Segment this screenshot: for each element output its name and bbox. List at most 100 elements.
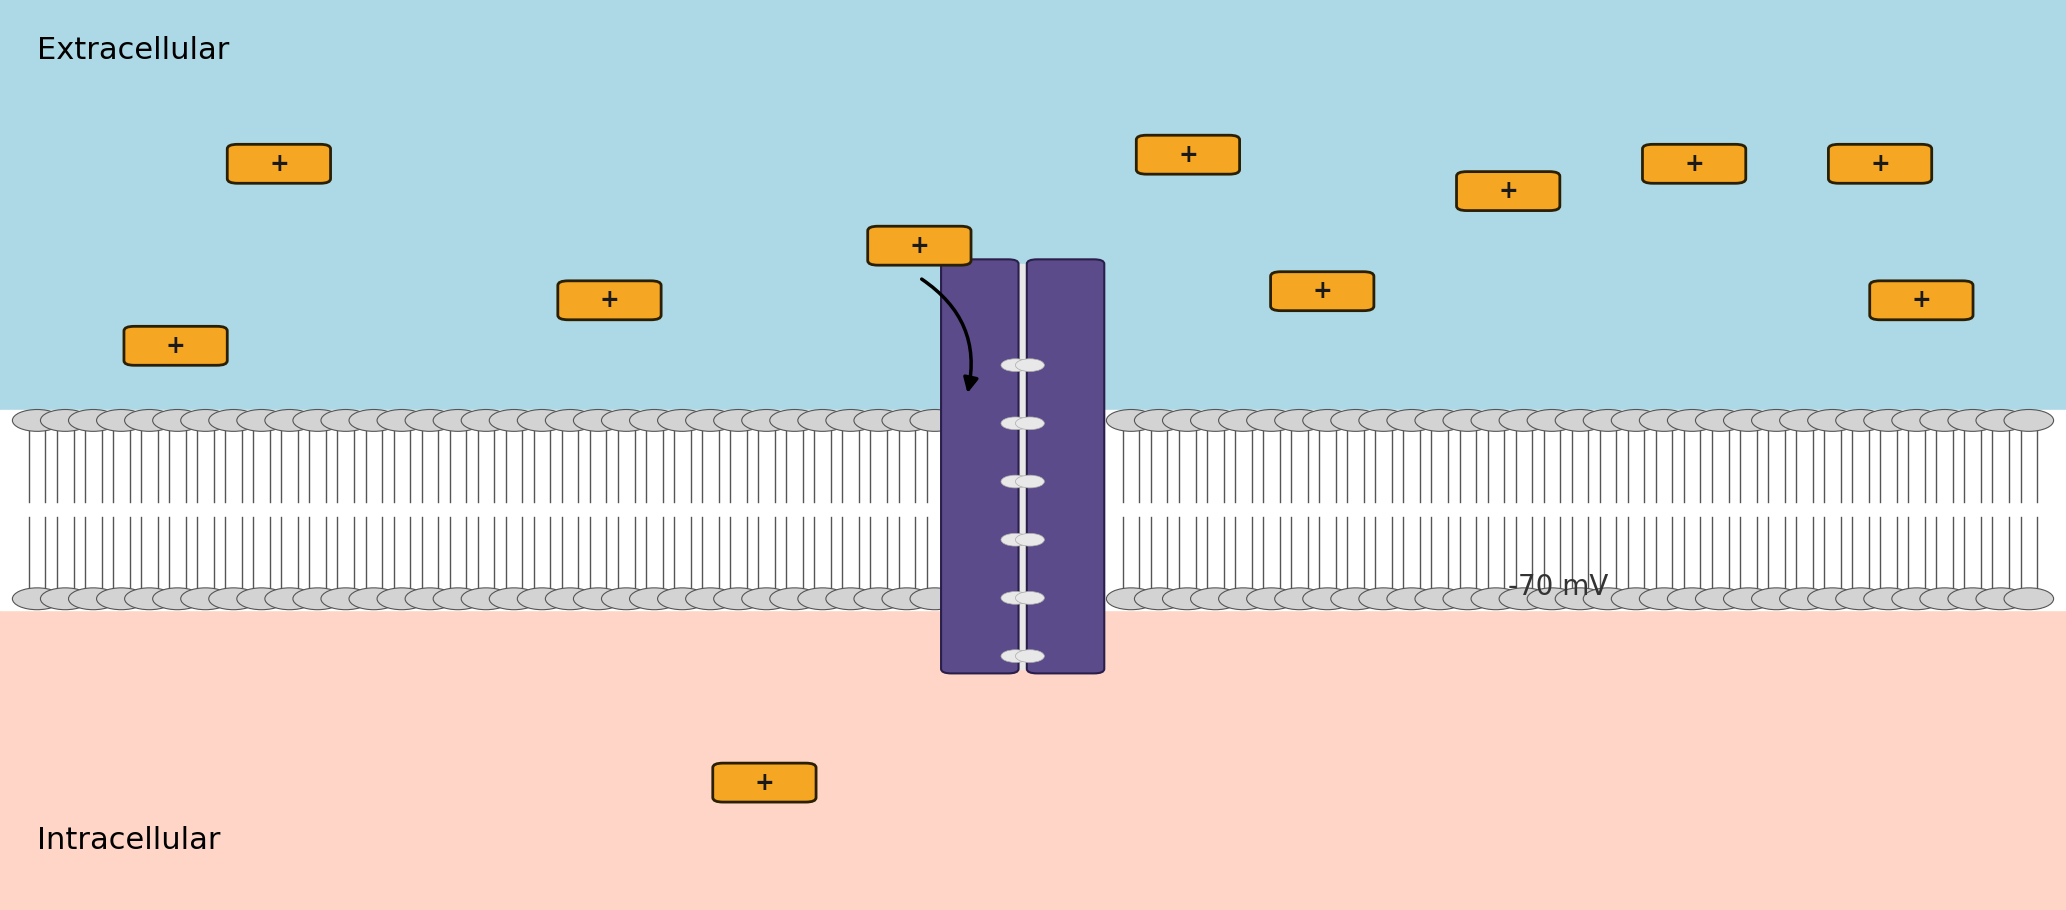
Text: +: + <box>269 152 289 176</box>
Circle shape <box>461 410 510 431</box>
Circle shape <box>1134 410 1184 431</box>
Circle shape <box>1107 410 1157 431</box>
Circle shape <box>1471 410 1521 431</box>
Circle shape <box>1752 410 1802 431</box>
Circle shape <box>1808 410 1857 431</box>
Circle shape <box>1500 410 1550 431</box>
Circle shape <box>713 410 762 431</box>
Circle shape <box>434 588 483 610</box>
Circle shape <box>1975 588 2025 610</box>
Circle shape <box>1016 650 1045 662</box>
Circle shape <box>1471 588 1521 610</box>
Circle shape <box>1331 410 1380 431</box>
Circle shape <box>686 410 735 431</box>
Circle shape <box>97 588 147 610</box>
FancyBboxPatch shape <box>558 281 661 319</box>
Circle shape <box>209 410 258 431</box>
Circle shape <box>209 588 258 610</box>
Circle shape <box>238 588 287 610</box>
Circle shape <box>1016 417 1045 430</box>
Bar <box>0 410 2066 610</box>
Circle shape <box>1919 588 1969 610</box>
Circle shape <box>1000 359 1031 371</box>
Text: +: + <box>1312 279 1333 303</box>
Text: Extracellular: Extracellular <box>37 36 229 66</box>
Circle shape <box>405 588 455 610</box>
Circle shape <box>742 588 791 610</box>
Circle shape <box>797 410 847 431</box>
Circle shape <box>909 410 959 431</box>
Circle shape <box>1134 588 1184 610</box>
Circle shape <box>1723 410 1773 431</box>
Circle shape <box>1415 410 1465 431</box>
Text: +: + <box>1684 152 1704 176</box>
Circle shape <box>2004 410 2054 431</box>
Circle shape <box>461 588 510 610</box>
Bar <box>0 0 2066 410</box>
Circle shape <box>853 410 903 431</box>
Circle shape <box>882 588 932 610</box>
Circle shape <box>882 410 932 431</box>
Circle shape <box>574 410 624 431</box>
Circle shape <box>320 588 370 610</box>
Circle shape <box>516 410 566 431</box>
Circle shape <box>1000 650 1031 662</box>
Circle shape <box>909 588 959 610</box>
FancyBboxPatch shape <box>1136 136 1240 174</box>
Circle shape <box>1527 410 1576 431</box>
FancyBboxPatch shape <box>713 763 816 802</box>
Text: Intracellular: Intracellular <box>37 826 221 855</box>
Circle shape <box>378 410 428 431</box>
Text: +: + <box>1870 152 1890 176</box>
Text: +: + <box>599 288 620 312</box>
FancyBboxPatch shape <box>1457 172 1560 210</box>
Circle shape <box>1016 359 1045 371</box>
Circle shape <box>797 588 847 610</box>
Circle shape <box>180 588 229 610</box>
Circle shape <box>238 410 287 431</box>
Circle shape <box>12 410 62 431</box>
Circle shape <box>1500 588 1550 610</box>
Text: +: + <box>1178 143 1198 167</box>
Circle shape <box>1275 410 1324 431</box>
Circle shape <box>1163 588 1213 610</box>
Circle shape <box>153 588 202 610</box>
Circle shape <box>1190 410 1240 431</box>
FancyBboxPatch shape <box>1271 272 1374 310</box>
Circle shape <box>1016 475 1045 488</box>
Circle shape <box>124 410 174 431</box>
Circle shape <box>1611 410 1661 431</box>
Circle shape <box>1386 588 1436 610</box>
Circle shape <box>349 588 399 610</box>
Circle shape <box>1386 410 1436 431</box>
Circle shape <box>68 588 118 610</box>
Circle shape <box>1779 588 1828 610</box>
Circle shape <box>490 410 539 431</box>
FancyBboxPatch shape <box>1027 259 1105 673</box>
Text: +: + <box>1498 179 1519 203</box>
Circle shape <box>1219 588 1269 610</box>
Circle shape <box>601 588 651 610</box>
Circle shape <box>293 588 343 610</box>
Circle shape <box>320 410 370 431</box>
Circle shape <box>1000 592 1031 604</box>
Circle shape <box>1107 588 1157 610</box>
FancyBboxPatch shape <box>940 259 1019 673</box>
FancyBboxPatch shape <box>124 327 227 365</box>
Circle shape <box>1246 588 1295 610</box>
Circle shape <box>180 410 229 431</box>
Circle shape <box>1779 410 1828 431</box>
Circle shape <box>153 410 202 431</box>
Bar <box>1008 264 1037 669</box>
Circle shape <box>1000 475 1031 488</box>
Circle shape <box>1583 588 1632 610</box>
Circle shape <box>1752 588 1802 610</box>
Circle shape <box>349 410 399 431</box>
Circle shape <box>1611 588 1661 610</box>
Circle shape <box>1556 410 1605 431</box>
Circle shape <box>1359 410 1409 431</box>
Circle shape <box>2004 588 2054 610</box>
Circle shape <box>1016 592 1045 604</box>
Circle shape <box>771 588 820 610</box>
Circle shape <box>1837 588 1886 610</box>
